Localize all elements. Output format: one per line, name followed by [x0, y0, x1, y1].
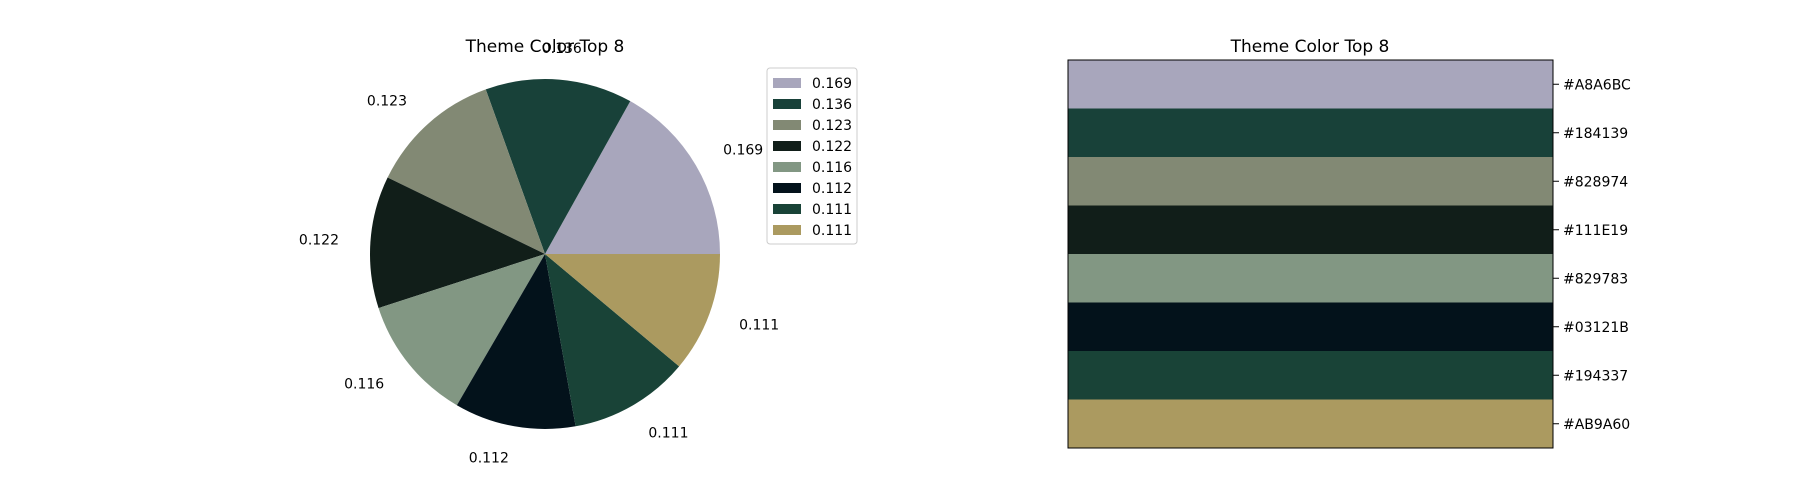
swatch-frame — [1067, 59, 1554, 449]
pie-slice — [545, 254, 720, 367]
swatch-tick-label: #AB9A60 — [1563, 417, 1630, 433]
swatch-bar — [1068, 351, 1553, 400]
pie-slice-label: 0.169 — [723, 142, 763, 158]
swatch-bar — [1068, 60, 1553, 109]
swatch-bar — [1068, 108, 1553, 158]
swatch-bar — [1068, 254, 1553, 303]
legend-frame — [766, 67, 858, 245]
swatch-tick-label: #111E19 — [1563, 223, 1628, 239]
pie-slice-label: 0.123 — [367, 93, 407, 109]
legend-entry: 0.169 — [812, 76, 852, 92]
swatch-bar — [1068, 205, 1553, 255]
pie-slice-label: 0.116 — [344, 377, 384, 393]
pie-slice-label: 0.122 — [299, 233, 339, 249]
pie-slice — [545, 254, 680, 427]
legend-entry: 0.116 — [812, 160, 852, 176]
legend-entry: 0.122 — [812, 139, 852, 155]
legend-swatch — [773, 183, 801, 193]
pie-slice-label: 0.136 — [542, 41, 582, 57]
swatch-tick-label: #194337 — [1563, 368, 1628, 384]
pie-slice — [545, 101, 720, 255]
legend-entry: 0.111 — [812, 223, 852, 239]
legend-swatch — [773, 78, 801, 88]
legend-swatch — [773, 141, 801, 151]
swatch-bar — [1068, 157, 1553, 206]
swatch-tick-label: #A8A6BC — [1563, 77, 1631, 93]
swatch-chart-title: Theme Color Top 8 — [1230, 37, 1390, 57]
legend-entry: 0.112 — [812, 181, 852, 197]
pie-chart: Theme Color Top 8 0.1690.1360.1230.1220.… — [299, 37, 858, 466]
pie-legend: 0.169 0.136 0.123 0.122 0.116 0.112 0.111 0.111 — [766, 67, 858, 245]
pie-slice-label: 0.111 — [648, 426, 688, 442]
pie-labels: 0.169 0.136 0.123 0.122 0.116 0.112 0.111 0.111 — [299, 41, 779, 466]
pie-slice — [387, 89, 545, 254]
swatch-tick-label: #03121B — [1563, 320, 1629, 336]
legend-swatch — [773, 99, 801, 109]
legend-swatch — [773, 225, 801, 235]
pie-slice — [456, 254, 576, 430]
legend-entry: 0.136 — [812, 97, 852, 113]
swatch-bar — [1068, 399, 1553, 449]
swatch-chart: Theme Color Top 8 #A8A6BC#184139#828974#… — [1067, 37, 1631, 449]
pie-slice-label: 0.112 — [469, 450, 509, 466]
pie-slices — [369, 79, 720, 430]
swatch-bars — [1068, 60, 1553, 449]
swatch-ticks: #A8A6BC #184139 #828974 #111E19 #829783 #0312… — [1553, 77, 1631, 433]
legend-entry: 0.111 — [812, 202, 852, 218]
legend-swatch — [773, 120, 801, 130]
legend-swatch — [773, 204, 801, 214]
pie-slice-label: 0.111 — [739, 318, 779, 334]
swatch-tick-label: #828974 — [1563, 174, 1628, 190]
pie-slice — [485, 79, 631, 254]
swatch-tick-label: #184139 — [1563, 126, 1628, 142]
swatch-tick-label: #829783 — [1563, 271, 1628, 287]
pie-chart-title: Theme Color Top 8 — [465, 37, 625, 57]
legend-entry: 0.123 — [812, 118, 852, 134]
legend-swatch — [773, 162, 801, 172]
pie-slice — [378, 254, 545, 406]
swatch-bar — [1068, 302, 1553, 352]
pie-slice — [369, 177, 545, 309]
